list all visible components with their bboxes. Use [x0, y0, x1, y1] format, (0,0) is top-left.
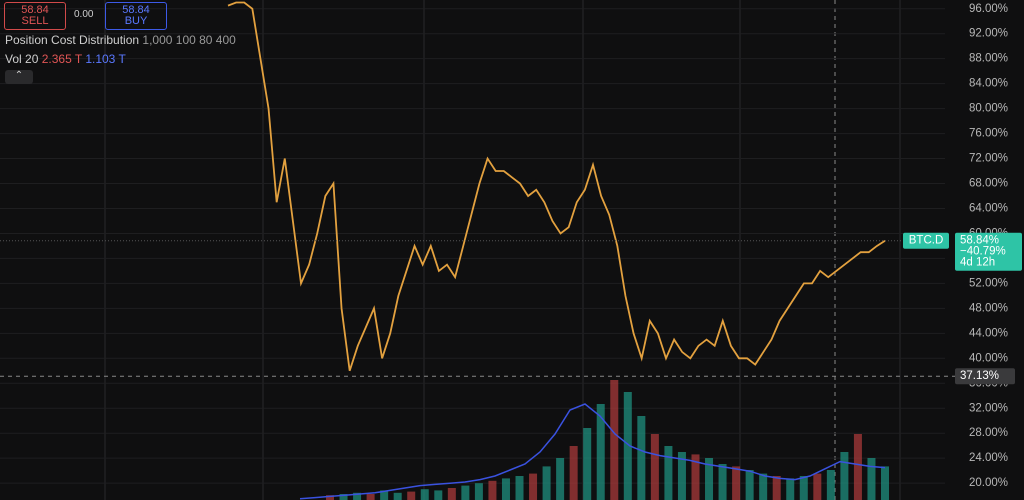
- volume-bar: [853, 434, 862, 500]
- last-price-box: [955, 232, 1022, 271]
- y-tick-label: 40.00%: [969, 352, 1008, 364]
- layout-grid: [104, 0, 901, 500]
- volume-bar: [867, 458, 876, 500]
- sell-button[interactable]: 58.84 SELL: [4, 2, 66, 30]
- volume-bar: [732, 466, 741, 500]
- y-tick-label: 44.00%: [969, 327, 1008, 339]
- symbol-label: BTC.D: [909, 235, 944, 247]
- volume-bar: [799, 476, 808, 500]
- volume-bar: [623, 392, 632, 500]
- volume-bar: [718, 464, 727, 500]
- volume-bar: [488, 480, 497, 500]
- y-tick-label: 68.00%: [969, 178, 1008, 190]
- vol-value: 2.365 T: [41, 52, 82, 66]
- last-price-change: −40.79%: [960, 246, 1006, 258]
- volume-bar: [529, 473, 538, 500]
- crosshair-label-box: [955, 368, 1015, 385]
- volume-bar: [393, 492, 402, 500]
- y-tick-label: 20.00%: [969, 477, 1008, 489]
- crosshair-label: 37.13%: [960, 370, 999, 382]
- volume-bar: [447, 488, 456, 500]
- volume-bar: [407, 491, 416, 500]
- volume-bar: [881, 466, 889, 500]
- volume-bar: [759, 473, 768, 500]
- y-tick-label: 72.00%: [969, 153, 1008, 165]
- collapse-button[interactable]: ⌃: [5, 70, 33, 84]
- buy-label: BUY: [124, 15, 148, 27]
- volume-bar: [596, 404, 605, 500]
- volume-bar: [705, 458, 714, 500]
- volume-bar: [745, 470, 754, 500]
- symbol-tag: [903, 232, 949, 249]
- y-tick-label: 80.00%: [969, 103, 1008, 115]
- volume-bar: [380, 490, 389, 500]
- volume-bar: [826, 470, 835, 500]
- sell-label: SELL: [21, 15, 49, 27]
- volume-bar: [339, 494, 348, 500]
- volume-row: Vol 20 2.365 T 1.103 T: [5, 52, 126, 66]
- y-tick-label: 28.00%: [969, 427, 1008, 439]
- y-tick-label: 32.00%: [969, 402, 1008, 414]
- buy-price: 58.84: [122, 4, 150, 16]
- volume-bar: [434, 490, 443, 500]
- volume-bar: [461, 485, 470, 500]
- volume-bar: [569, 446, 578, 500]
- volume-bar: [542, 466, 551, 500]
- volume-bar: [637, 416, 646, 500]
- buy-button[interactable]: 58.84 BUY: [105, 2, 167, 30]
- volume-bar: [691, 454, 700, 500]
- y-tick-label: 76.00%: [969, 128, 1008, 140]
- last-price-label: 58.84%: [960, 235, 999, 247]
- volume-bar: [501, 478, 510, 500]
- price-line: [227, 1, 886, 372]
- volume-bar: [326, 495, 334, 500]
- volume-bar: [772, 476, 781, 500]
- y-tick-label: 52.00%: [969, 277, 1008, 289]
- y-tick-label: 48.00%: [969, 302, 1008, 314]
- y-tick-label: 88.00%: [969, 53, 1008, 65]
- volume-bar: [366, 494, 375, 500]
- volume-bar: [583, 428, 592, 500]
- indicator-params: 1,000 100 80 400: [142, 33, 236, 47]
- spread: 0.00: [74, 9, 94, 20]
- volume-bar: [786, 478, 795, 500]
- volume-bar: [610, 380, 619, 500]
- volume-bar: [556, 458, 565, 500]
- y-tick-label: 24.00%: [969, 452, 1008, 464]
- y-tick-label: 92.00%: [969, 28, 1008, 40]
- volume-bar: [353, 492, 362, 500]
- indicator-row: Position Cost Distribution 1,000 100 80 …: [5, 33, 236, 47]
- volume-ma-line: [299, 403, 886, 500]
- volume-bar: [813, 473, 822, 500]
- y-tick-label: 84.00%: [969, 78, 1008, 90]
- vol-ma: 1.103 T: [85, 52, 126, 66]
- volume-bar: [474, 483, 483, 500]
- volume-bar: [650, 434, 659, 500]
- sell-price: 58.84: [21, 4, 49, 16]
- volume-bar: [515, 476, 524, 500]
- vol-name: Vol 20: [5, 52, 39, 66]
- volume-bar: [677, 452, 686, 500]
- volume-bar: [664, 446, 673, 500]
- volume-bar: [840, 452, 849, 500]
- indicator-name: Position Cost Distribution: [5, 33, 140, 47]
- y-tick-label: 96.00%: [969, 3, 1008, 15]
- volume-bar: [420, 489, 429, 500]
- last-price-countdown: 4d 12h: [960, 257, 995, 269]
- y-tick-label: 64.00%: [969, 203, 1008, 215]
